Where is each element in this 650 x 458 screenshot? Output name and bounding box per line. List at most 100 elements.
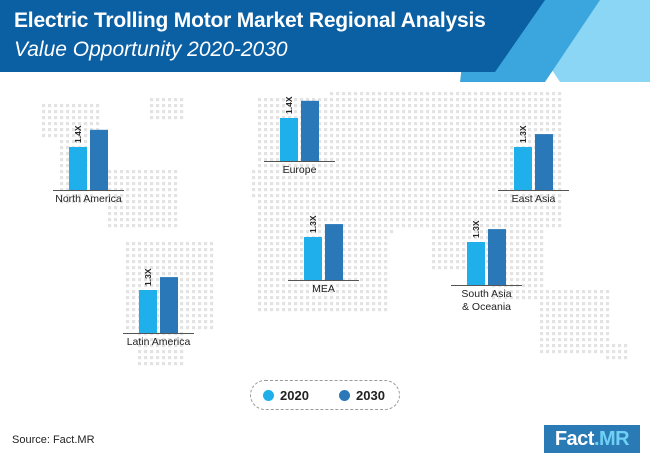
map-dot	[384, 128, 388, 132]
map-dot	[348, 230, 352, 234]
map-dot	[60, 146, 64, 150]
map-dot	[132, 182, 136, 186]
map-dot	[282, 164, 286, 168]
bar-2030-east-asia	[535, 134, 553, 190]
map-dot	[378, 140, 382, 144]
map-dot	[588, 344, 592, 348]
map-dot	[174, 272, 178, 276]
map-dot	[138, 176, 142, 180]
map-dot	[342, 272, 346, 276]
map-dot	[540, 92, 544, 96]
map-dot	[312, 200, 316, 204]
map-dot	[168, 206, 172, 210]
map-dot	[384, 260, 388, 264]
map-dot	[198, 326, 202, 330]
map-dot	[504, 176, 508, 180]
map-dot	[522, 242, 526, 246]
map-dot	[492, 206, 496, 210]
map-dot	[450, 158, 454, 162]
map-dot	[336, 116, 340, 120]
map-dot	[270, 224, 274, 228]
map-dot	[534, 224, 538, 228]
map-dot	[606, 356, 610, 360]
map-dot	[132, 254, 136, 258]
map-dot	[456, 182, 460, 186]
map-dot	[372, 92, 376, 96]
map-dot	[558, 218, 562, 222]
map-dot	[366, 260, 370, 264]
map-dot	[438, 248, 442, 252]
map-dot	[384, 230, 388, 234]
map-dot	[426, 104, 430, 108]
map-dot	[528, 272, 532, 276]
map-dot	[366, 200, 370, 204]
map-dot	[360, 116, 364, 120]
map-dot	[192, 308, 196, 312]
map-dot	[336, 296, 340, 300]
map-dot	[198, 284, 202, 288]
map-dot	[582, 302, 586, 306]
map-dot	[186, 314, 190, 318]
map-dot	[120, 170, 124, 174]
map-dot	[450, 266, 454, 270]
map-dot	[534, 266, 538, 270]
map-dot	[150, 104, 154, 108]
map-dot	[372, 122, 376, 126]
map-dot	[576, 296, 580, 300]
map-dot	[120, 194, 124, 198]
map-dot	[624, 350, 628, 354]
map-dot	[354, 116, 358, 120]
map-dot	[162, 218, 166, 222]
map-dot	[150, 284, 154, 288]
map-dot	[384, 236, 388, 240]
map-dot	[156, 116, 160, 120]
map-dot	[384, 152, 388, 156]
map-dot	[144, 338, 148, 342]
map-dot	[534, 296, 538, 300]
map-dot	[348, 200, 352, 204]
map-dot	[342, 206, 346, 210]
map-dot	[330, 152, 334, 156]
map-dot	[624, 344, 628, 348]
map-dot	[522, 248, 526, 252]
map-dot	[42, 110, 46, 114]
map-dot	[540, 296, 544, 300]
map-dot	[414, 182, 418, 186]
map-dot	[486, 212, 490, 216]
map-dot	[330, 218, 334, 222]
map-dot	[552, 110, 556, 114]
map-dot	[318, 182, 322, 186]
map-dot	[282, 110, 286, 114]
map-dot	[168, 182, 172, 186]
map-dot	[252, 182, 256, 186]
map-dot	[384, 272, 388, 276]
map-dot	[144, 194, 148, 198]
map-dot	[138, 224, 142, 228]
map-dot	[510, 164, 514, 168]
map-dot	[354, 92, 358, 96]
map-dot	[138, 206, 142, 210]
map-dot	[270, 272, 274, 276]
map-dot	[504, 188, 508, 192]
map-dot	[348, 272, 352, 276]
map-dot	[258, 164, 262, 168]
map-dot	[444, 224, 448, 228]
map-dot	[372, 128, 376, 132]
map-dot	[186, 308, 190, 312]
map-dot	[540, 116, 544, 120]
map-dot	[330, 98, 334, 102]
map-dot	[360, 140, 364, 144]
map-dot	[294, 110, 298, 114]
map-dot	[588, 326, 592, 330]
map-dot	[270, 140, 274, 144]
map-dot	[516, 104, 520, 108]
map-dot	[558, 152, 562, 156]
map-dot	[618, 350, 622, 354]
map-dot	[336, 194, 340, 198]
map-dot	[168, 188, 172, 192]
map-dot	[504, 182, 508, 186]
map-dot	[444, 218, 448, 222]
map-dot	[300, 278, 304, 282]
map-dot	[204, 284, 208, 288]
map-dot	[372, 176, 376, 180]
